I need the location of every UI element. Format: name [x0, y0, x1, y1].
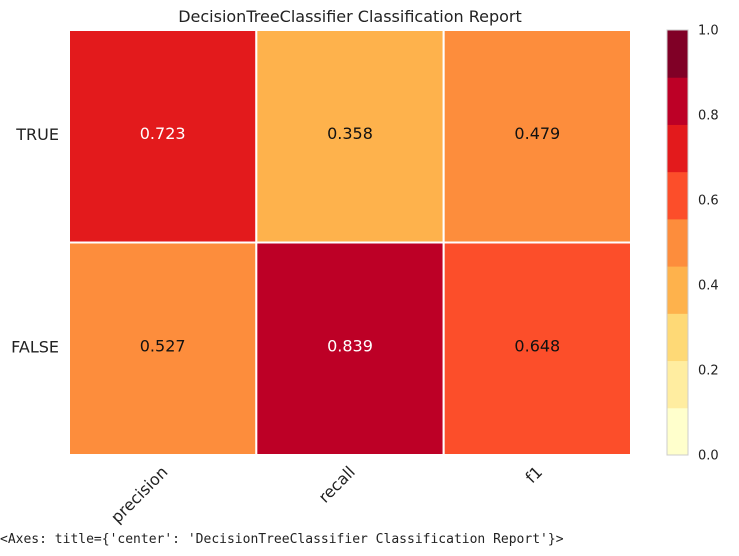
heatmap-cell-true-recall	[255, 29, 445, 244]
chart-title: DecisionTreeClassifier Classification Re…	[178, 7, 522, 26]
colorbar-segment	[667, 77, 688, 125]
colorbar-frame	[666, 29, 689, 456]
colorbar-tick-label: 1.0	[698, 24, 719, 39]
cell-value-label: 0.839	[327, 336, 373, 355]
colorbar-segment	[667, 30, 688, 78]
y-tick-labels: TRUE FALSE	[11, 125, 59, 357]
colorbar-segment	[667, 171, 688, 220]
x-tick-label: recall	[315, 462, 359, 506]
colorbar-tick-label: 0.2	[698, 364, 719, 379]
classification-report-chart: DecisionTreeClassifier Classification Re…	[11, 7, 719, 527]
cell-value-label: 0.648	[514, 336, 560, 355]
colorbar-segment	[667, 313, 688, 362]
cell-value-label: 0.723	[140, 124, 186, 143]
colorbar: 0.0 0.2 0.4 0.6 0.8 1.0	[666, 24, 719, 464]
colorbar-tick-label: 0.6	[698, 194, 719, 209]
heatmap-cell-true-f1	[442, 29, 632, 244]
colorbar-tick-label: 0.8	[698, 109, 719, 124]
x-tick-label: precision	[107, 462, 171, 526]
colorbar-segment	[667, 407, 688, 456]
y-tick-label: TRUE	[15, 125, 59, 144]
heatmap-cell-labels: 0.723 0.358 0.479 0.527 0.839 0.648	[140, 124, 560, 356]
colorbar-tick-label: 0.0	[698, 449, 719, 464]
cell-value-label: 0.358	[327, 124, 373, 143]
heatmap-cells	[68, 29, 632, 456]
heatmap-cell-false-recall	[255, 241, 445, 456]
colorbar-segment	[667, 218, 688, 267]
y-tick-label: FALSE	[11, 337, 59, 356]
heatmap-cell-true-precision	[68, 29, 258, 244]
cell-value-label: 0.479	[514, 124, 560, 143]
heatmap-cell-false-f1	[442, 241, 632, 456]
colorbar-tick-label: 0.4	[698, 279, 719, 294]
x-tick-labels: precision recall f1	[107, 462, 546, 526]
heatmap-cell-false-precision	[68, 241, 258, 456]
colorbar-segment	[667, 360, 688, 409]
axes-repr-output: <Axes: title={'center': 'DecisionTreeCla…	[0, 532, 564, 547]
cell-value-label: 0.527	[140, 336, 186, 355]
colorbar-segment	[667, 124, 688, 173]
colorbar-segment	[667, 266, 688, 314]
x-tick-label: f1	[522, 462, 547, 487]
